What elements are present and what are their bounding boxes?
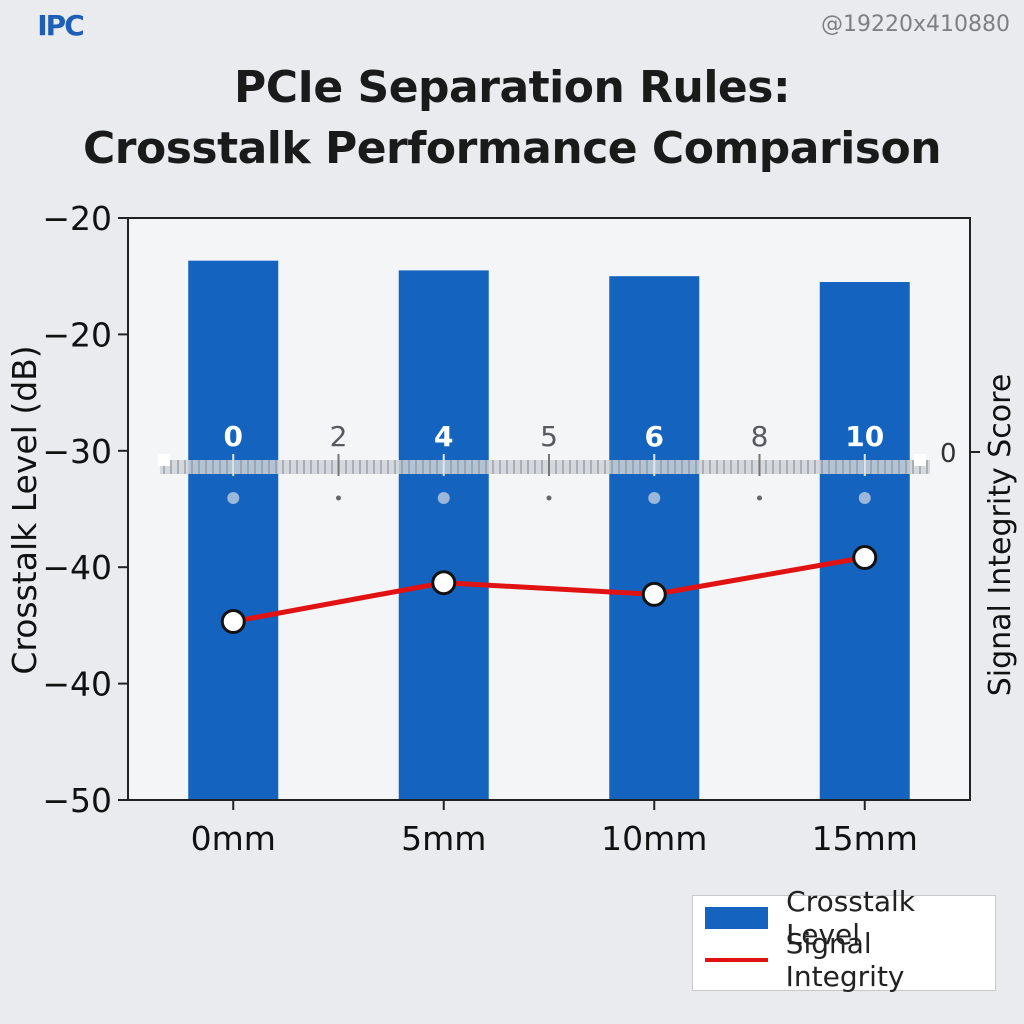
y-tick-label: −20 [42, 315, 112, 354]
ruler-label: 4 [434, 420, 453, 453]
x-tick-label: 0mm [191, 819, 276, 858]
y2-axis-label: Signal Integrity Score [983, 374, 1018, 697]
y-tick-label: −50 [42, 781, 112, 820]
signal-integrity-point-0mm [220, 609, 246, 635]
y-tick-label: −30 [42, 432, 112, 471]
signal-integrity-point-5mm [431, 570, 457, 596]
y-axis-label: Crosstalk Level (dB) [5, 345, 44, 674]
legend-label-signal: Signal Integrity [785, 927, 905, 993]
ruler-dot [336, 495, 341, 501]
y-tick-label: −40 [42, 665, 112, 704]
legend-swatch-bar [705, 907, 769, 929]
bar-5mm [398, 270, 489, 800]
signal-integrity-point-10mm [641, 581, 667, 607]
legend-swatch-line [705, 958, 768, 962]
bar-0mm [188, 260, 279, 800]
brand-logo: IPC [37, 8, 85, 42]
bar-15mm [819, 282, 910, 800]
ruler-dot [858, 492, 871, 504]
signal-integrity-point-15mm [852, 545, 878, 570]
ruler-end-cap [914, 454, 926, 466]
legend-item-signal: Signal Integrity [705, 927, 995, 993]
ruler-end-label: 0 [940, 439, 957, 469]
ruler-label: 0 [224, 420, 243, 453]
legend-label-crosstalk: Crosstalk Level [786, 885, 916, 951]
ruler-label: 8 [751, 420, 769, 453]
signal-integrity-line [232, 555, 866, 624]
ruler-dot [437, 492, 450, 504]
plot-frame [127, 217, 971, 801]
chart-legend: Crosstalk Level Signal Integrity [692, 885, 996, 993]
ruler-end-cap [158, 454, 170, 466]
x-tick-label: 5mm [401, 819, 486, 858]
x-tick-label: 10mm [601, 819, 707, 858]
ruler-label: 2 [330, 420, 348, 453]
bar-10mm [609, 276, 700, 800]
ruler-dot [648, 492, 661, 504]
y-tick-label: −40 [42, 548, 112, 587]
ruler-label: 10 [845, 420, 884, 453]
ruler-dot [757, 495, 762, 501]
y-tick-label: −20 [42, 199, 112, 238]
ruler-dot [227, 492, 240, 504]
watermark-text: @19220x410880 [821, 12, 1010, 37]
ruler-label: 5 [540, 420, 558, 453]
x-tick-label: 15mm [812, 819, 918, 858]
chart-title-line-2: Crosstalk Performance Comparison [82, 123, 942, 174]
ruler-label: 6 [645, 420, 664, 453]
ruler-dot [546, 495, 552, 501]
chart-title-line-1: PCIe Separation Rules: [233, 62, 791, 113]
legend-item-crosstalk: Crosstalk Level [705, 885, 995, 951]
